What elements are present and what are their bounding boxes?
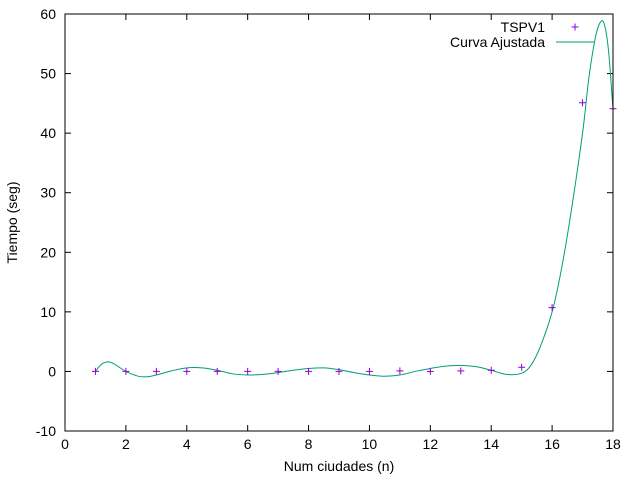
x-tick-label: 8 (305, 436, 313, 452)
data-point (183, 367, 191, 375)
y-tick-label: 0 (48, 363, 56, 379)
y-tick-label: 10 (40, 304, 56, 320)
legend-label-curva-ajustada: Curva Ajustada (450, 34, 545, 50)
data-point (152, 367, 160, 375)
y-tick-label: 40 (40, 125, 56, 141)
data-point (396, 367, 404, 375)
data-point (457, 367, 465, 375)
y-tick-label: -10 (36, 423, 56, 439)
data-point (122, 367, 130, 375)
x-tick-label: 10 (362, 436, 378, 452)
legend-marker-tspv1 (571, 23, 579, 31)
x-tick-label: 14 (483, 436, 499, 452)
tick-marks (64, 13, 614, 432)
x-tick-label: 2 (122, 436, 130, 452)
data-point (335, 367, 343, 375)
data-point (579, 99, 587, 107)
data-point (244, 367, 252, 375)
x-tick-label: 6 (244, 436, 252, 452)
data-point (91, 367, 99, 375)
data-point (365, 367, 373, 375)
data-point (426, 367, 434, 375)
legend-label-tspv1: TSPV1 (501, 19, 546, 35)
x-tick-label: 18 (605, 436, 621, 452)
data-point (305, 367, 313, 375)
x-tick-label: 4 (183, 436, 191, 452)
y-tick-labels: -10 0 10 20 30 40 50 60 (36, 6, 56, 439)
legend: TSPV1 Curva Ajustada (450, 19, 594, 50)
x-tick-label: 16 (544, 436, 560, 452)
plot-frame (64, 13, 614, 432)
y-tick-label: 60 (40, 6, 56, 22)
x-tick-labels: 0 2 4 6 8 10 12 14 16 18 (61, 436, 621, 452)
y-axis-label: Tiempo (seg) (4, 182, 20, 264)
series-line-curva-ajustada (95, 20, 614, 378)
data-point (518, 363, 526, 371)
data-point (213, 367, 221, 375)
data-points (91, 99, 617, 375)
data-point (274, 367, 282, 375)
data-point (548, 304, 556, 312)
x-axis-label: Num ciudades (n) (284, 458, 395, 474)
x-tick-label: 12 (423, 436, 439, 452)
y-tick-label: 20 (40, 244, 56, 260)
y-tick-label: 50 (40, 66, 56, 82)
fitted-curve (95, 20, 614, 378)
data-point (487, 366, 495, 374)
y-tick-label: 30 (40, 185, 56, 201)
x-tick-label: 0 (61, 436, 69, 452)
